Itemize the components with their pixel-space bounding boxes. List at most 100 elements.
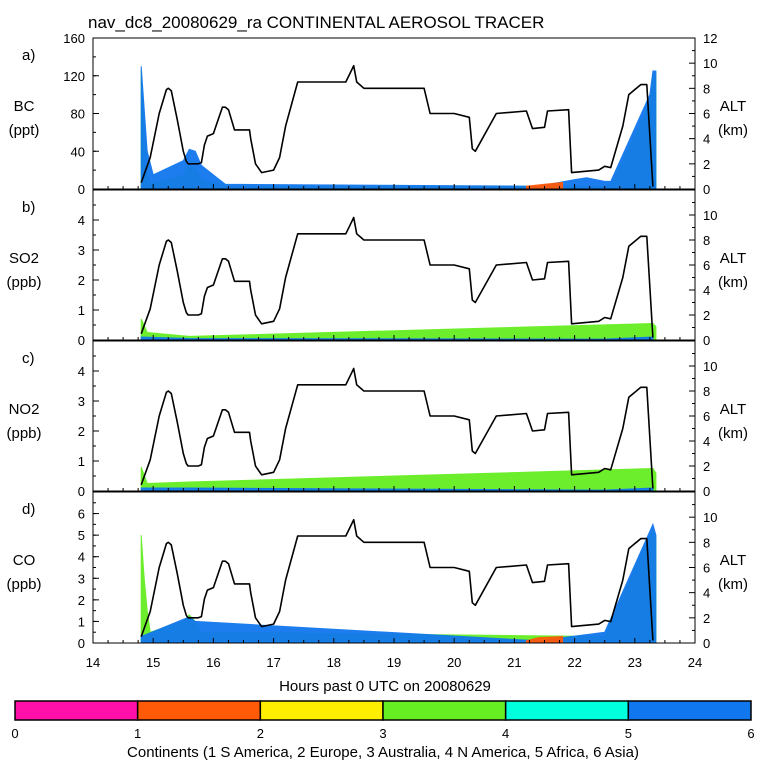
x-axis-label: Hours past 0 UTC on 20080629 <box>279 678 491 695</box>
y2-tick-label: 6 <box>703 107 710 122</box>
x-tick-label: 23 <box>628 655 642 670</box>
y2-axis-label: ALT <box>720 98 746 115</box>
y2-axis-units: (km) <box>718 425 748 442</box>
y-tick-label: 3 <box>78 571 85 586</box>
y2-tick-label: 8 <box>703 384 710 399</box>
y-tick-label: 1 <box>78 614 85 629</box>
y2-tick-label: 10 <box>703 56 717 71</box>
x-tick-label: 14 <box>86 655 100 670</box>
y-tick-label: 4 <box>78 550 85 565</box>
y2-tick-label: 0 <box>703 484 710 499</box>
y2-tick-label: 12 <box>703 31 717 46</box>
y2-tick-label: 4 <box>703 586 710 601</box>
y2-tick-label: 2 <box>703 611 710 626</box>
x-tick-label: 15 <box>146 655 160 670</box>
colorbar-swatch-5 <box>504 700 630 721</box>
colorbar-swatch-2 <box>136 700 262 721</box>
y-axis-label: SO2 <box>9 250 39 267</box>
y2-tick-label: 10 <box>703 510 717 525</box>
y-tick-label: 4 <box>78 213 85 228</box>
y-tick-label: 80 <box>71 107 85 122</box>
x-tick-label: 22 <box>567 655 581 670</box>
y2-axis-label: ALT <box>720 552 746 569</box>
y-axis-units: (ppb) <box>6 576 41 593</box>
y-axis-units: (ppt) <box>9 122 40 139</box>
y2-tick-label: 6 <box>703 409 710 424</box>
panel-letter: a) <box>22 47 35 64</box>
panel-3: 0 1 2 3 4 0 2 4 6 8 10 c) NO2 (ppb) ALT (km) <box>6 340 748 499</box>
panel-letter: b) <box>22 199 35 216</box>
y2-tick-label: 6 <box>703 561 710 576</box>
y-axis-label: NO2 <box>9 401 40 418</box>
y2-axis-label: ALT <box>720 401 746 418</box>
panel-letter: c) <box>22 350 35 367</box>
colorbar-swatch-4 <box>382 700 507 721</box>
series-n-america <box>140 318 657 341</box>
y2-axis-units: (km) <box>718 274 748 291</box>
y-axis-units: (ppb) <box>6 274 41 291</box>
colorbar-swatch-3 <box>259 700 384 721</box>
panel-1: 0 40 80 120 160 0 2 4 6 8 10 12 a) BC (ppt) ALT (km) <box>9 31 748 197</box>
colorbar-tick-label: 1 <box>134 726 141 741</box>
colorbar-swatch-6 <box>627 700 752 721</box>
y2-axis-units: (km) <box>718 576 748 593</box>
x-tick-label: 16 <box>206 655 220 670</box>
x-tick-label: 20 <box>447 655 461 670</box>
x-tick-label: 24 <box>688 655 702 670</box>
y-tick-label: 1 <box>78 454 85 469</box>
y2-tick-label: 4 <box>703 283 710 298</box>
panel-2: 0 1 2 3 4 0 2 4 6 8 10 b) SO2 (ppb) ALT (km) <box>6 189 748 348</box>
y-tick-label: 2 <box>78 593 85 608</box>
y-tick-label: 0 <box>78 333 85 348</box>
y2-tick-label: 0 <box>703 333 710 348</box>
y2-tick-label: 2 <box>703 157 710 172</box>
altitude-line <box>140 64 654 187</box>
y2-tick-label: 6 <box>703 258 710 273</box>
y2-tick-label: 4 <box>703 434 710 449</box>
y-tick-label: 4 <box>78 364 85 379</box>
colorbar-label: Continents (1 S America, 2 Europe, 3 Aus… <box>127 744 639 761</box>
y-tick-label: 5 <box>78 528 85 543</box>
panels: 04080120160024681012a)BC(ppt)ALT(km)0123… <box>6 31 748 670</box>
altitude-line <box>140 367 654 489</box>
y2-tick-label: 4 <box>703 132 710 147</box>
y2-tick-label: 2 <box>703 459 710 474</box>
y-tick-label: 120 <box>63 69 85 84</box>
y-tick-label: 0 <box>78 182 85 197</box>
x-tick-label: 17 <box>266 655 280 670</box>
colorbar-tick-label: 2 <box>257 726 264 741</box>
x-tick-label: 19 <box>387 655 401 670</box>
y2-tick-label: 8 <box>703 81 710 96</box>
y2-axis-label: ALT <box>720 250 746 267</box>
y2-tick-label: 8 <box>703 535 710 550</box>
y-tick-label: 0 <box>78 484 85 499</box>
y2-tick-label: 8 <box>703 233 710 248</box>
y2-tick-label: 0 <box>703 636 710 651</box>
altitude-line <box>140 216 654 338</box>
y-tick-label: 0 <box>78 636 85 651</box>
y2-tick-label: 2 <box>703 308 710 323</box>
panel-letter: d) <box>22 501 35 518</box>
x-tick-label: 18 <box>327 655 341 670</box>
y-tick-label: 160 <box>63 31 85 46</box>
y2-tick-label: 10 <box>703 359 717 374</box>
y2-tick-label: 0 <box>703 182 710 197</box>
y-tick-label: 40 <box>71 144 85 159</box>
colorbar-tick-label: 0 <box>11 726 18 741</box>
y2-axis-units: (km) <box>718 122 748 139</box>
y2-tick-label: 10 <box>703 208 717 223</box>
series-n-america <box>140 466 657 492</box>
colorbar-tick-label: 6 <box>747 726 754 741</box>
panel-4: 14 15 16 17 18 19 20 21 22 23 2401234560246810d)CO… <box>6 491 748 670</box>
y-axis-units: (ppb) <box>6 425 41 442</box>
y-tick-label: 2 <box>78 273 85 288</box>
altitude-line <box>140 518 654 641</box>
colorbar-swatch-1 <box>14 700 139 721</box>
colorbar-tick-label: 4 <box>502 726 509 741</box>
chart-title: nav_dc8_20080629_ra CONTINENTAL AEROSOL … <box>88 13 544 32</box>
colorbar-tick-label: 5 <box>625 726 632 741</box>
y-tick-label: 2 <box>78 424 85 439</box>
y-tick-label: 1 <box>78 303 85 318</box>
y-tick-label: 3 <box>78 243 85 258</box>
